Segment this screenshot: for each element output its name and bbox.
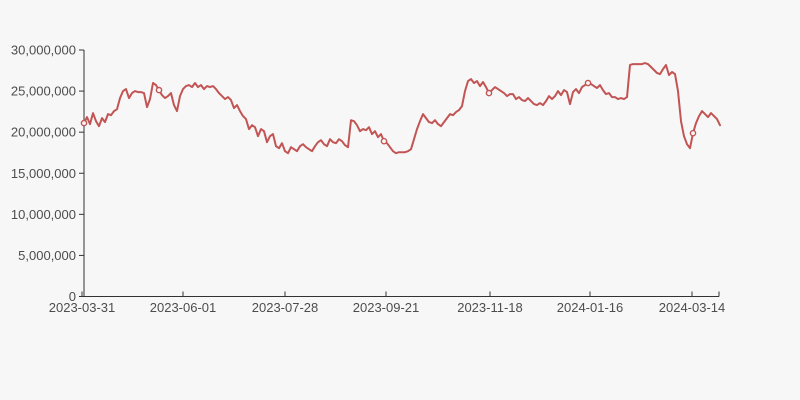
data-point-marker	[80, 119, 88, 127]
data-point-marker	[380, 137, 388, 145]
series-line	[83, 62, 721, 155]
y-tick-label: 15,000,000	[11, 166, 76, 181]
y-tick-label: 25,000,000	[11, 84, 76, 99]
y-tick-label: 20,000,000	[11, 125, 76, 140]
x-tick-label: 2023-03-31	[49, 300, 116, 315]
x-tick-label: 2024-01-16	[557, 300, 624, 315]
data-point-marker	[485, 89, 493, 97]
x-tick-label: 2023-11-18	[457, 300, 523, 315]
data-point-marker	[689, 129, 697, 137]
data-point-marker	[584, 79, 592, 87]
y-tick-label: 0	[69, 289, 76, 304]
x-tick-label: 2023-07-28	[252, 300, 319, 315]
data-point-marker	[155, 86, 163, 94]
x-tick-label: 2023-06-01	[150, 300, 217, 315]
x-tick-label: 2024-03-14	[659, 300, 726, 315]
y-tick-label: 5,000,000	[18, 248, 76, 263]
axis-lines	[83, 50, 719, 297]
y-tick-label: 30,000,000	[11, 43, 76, 58]
y-tick-label: 10,000,000	[11, 207, 76, 222]
x-tick-label: 2023-09-21	[353, 300, 420, 315]
